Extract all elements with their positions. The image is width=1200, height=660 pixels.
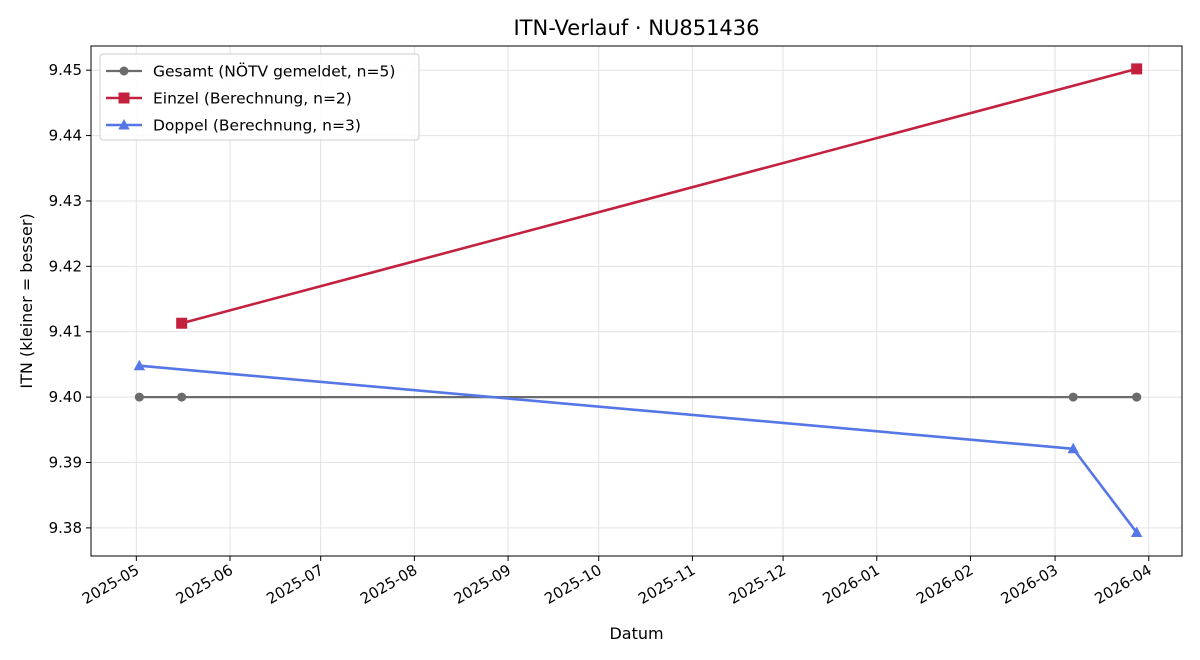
- x-tick-label: 2025-07: [263, 561, 326, 608]
- chart-title: ITN-Verlauf · NU851436: [513, 16, 759, 40]
- y-tick-label: 9.45: [49, 61, 82, 79]
- legend-marker: [118, 92, 130, 104]
- series-layer: [133, 63, 1143, 537]
- data-point: [1130, 526, 1143, 537]
- x-tick-label: 2025-10: [541, 561, 604, 608]
- data-point: [176, 317, 188, 329]
- y-axis: 9.38 9.39 9.40 9.41 9.42 9.43 9.44 9.45: [49, 61, 91, 537]
- x-tick-label: 2026-02: [913, 561, 976, 608]
- legend-box: [99, 53, 420, 141]
- series-line: [180, 67, 1138, 325]
- y-tick-label: 9.44: [49, 127, 82, 145]
- data-point: [1068, 392, 1078, 402]
- plot-frame: [90, 45, 1183, 557]
- x-tick-label: 2025-09: [451, 561, 514, 608]
- series-line: [138, 364, 1138, 534]
- legend: Gesamt (NÖTV gemeldet, n=5) Einzel (Berec…: [99, 53, 420, 141]
- y-tick-label: 9.43: [49, 192, 82, 210]
- data-point: [134, 392, 144, 402]
- legend-label: Gesamt (NÖTV gemeldet, n=5): [153, 62, 395, 81]
- x-tick-label: 2025-05: [79, 561, 142, 608]
- series-2: [176, 63, 1143, 329]
- x-tick-label: 2026-01: [819, 561, 882, 608]
- x-tick-label: 2025-06: [173, 561, 236, 608]
- y-tick-label: 9.40: [49, 388, 82, 406]
- x-tick-label: 2025-08: [357, 561, 420, 608]
- legend-label: Doppel (Berechnung, n=3): [153, 117, 361, 135]
- data-point: [1067, 442, 1079, 454]
- data-point: [133, 359, 146, 371]
- y-tick-label: 9.41: [49, 323, 82, 341]
- x-tick-label: 2026-03: [998, 561, 1061, 608]
- x-axis-title: Datum: [609, 624, 663, 643]
- data-point: [1131, 63, 1143, 75]
- x-axis: 2025-05 2025-06 2025-07 2025-08 2025-09 2025-…: [79, 556, 1155, 608]
- x-tick-label: 2025-11: [635, 561, 698, 608]
- series-3: [133, 359, 1143, 537]
- data-point: [1132, 392, 1142, 402]
- series-1: [134, 392, 1142, 402]
- y-tick-label: 9.42: [49, 257, 82, 275]
- legend-marker: [118, 119, 130, 130]
- y-tick-label: 9.38: [49, 519, 82, 537]
- legend-label: Einzel (Berechnung, n=2): [153, 90, 352, 108]
- y-tick-label: 9.39: [49, 454, 82, 472]
- y-axis-title: ITN (kleiner = besser): [17, 213, 36, 388]
- x-tick-label: 2025-12: [726, 561, 789, 608]
- data-point: [177, 392, 187, 402]
- legend-marker: [119, 66, 129, 76]
- x-tick-label: 2026-04: [1091, 561, 1154, 608]
